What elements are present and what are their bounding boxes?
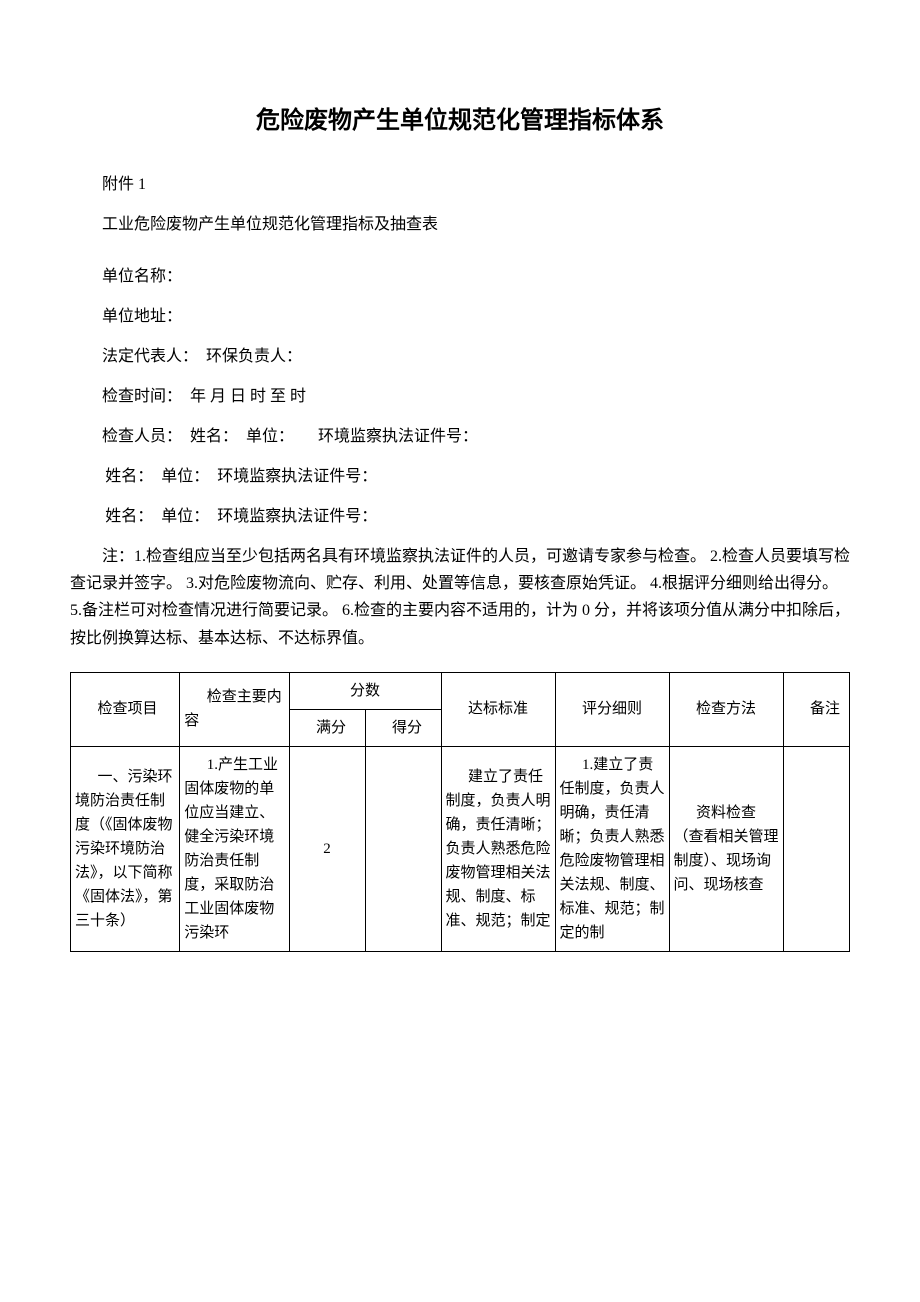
cell-method: 资料检查（查看相关管理制度）、现场询问、现场核查 — [669, 746, 783, 951]
cell-actual-score — [365, 746, 441, 951]
header-rules: 评分细则 — [555, 672, 669, 746]
header-full-score: 满分 — [289, 709, 365, 746]
check-personnel-field: 检查人员： 姓名： 单位： 环境监察执法证件号： — [70, 417, 850, 457]
inspection-table: 检查项目 检查主要内容 分数 达标标准 评分细则 检查方法 备注 满分 得分 一… — [70, 672, 850, 952]
cell-remark — [783, 746, 850, 951]
page-title: 危险废物产生单位规范化管理指标体系 — [70, 100, 850, 135]
header-check-item: 检查项目 — [71, 672, 180, 746]
legal-rep-field: 法定代表人： 环保负责人： — [70, 337, 850, 377]
cell-item: 一、污染环境防治责任制度（《固体废物污染环境防治法》，以下简称《固体法》，第三十… — [71, 746, 180, 951]
header-score: 分数 — [289, 672, 441, 709]
subtitle: 工业危险废物产生单位规范化管理指标及抽查表 — [70, 205, 850, 245]
unit-name-field: 单位名称： — [70, 257, 850, 297]
header-standard: 达标标准 — [441, 672, 555, 746]
table-row: 一、污染环境防治责任制度（《固体废物污染环境防治法》，以下简称《固体法》，第三十… — [71, 746, 850, 951]
table-header-row-1: 检查项目 检查主要内容 分数 达标标准 评分细则 检查方法 备注 — [71, 672, 850, 709]
personnel-line-3: 姓名： 单位： 环境监察执法证件号： — [70, 497, 850, 537]
cell-content: 1.产生工业固体废物的单位应当建立、健全污染环境防治责任制度，采取防治工业固体废… — [180, 746, 289, 951]
attachment-label: 附件 1 — [70, 165, 850, 205]
unit-address-field: 单位地址： — [70, 297, 850, 337]
cell-full-score: 2 — [289, 746, 365, 951]
cell-rules: 1.建立了责任制度，负责人明确，责任清晰；负责人熟悉危险废物管理相关法规、制度、… — [555, 746, 669, 951]
header-remark: 备注 — [783, 672, 850, 746]
cell-standard: 建立了责任制度，负责人明确，责任清晰；负责人熟悉危险废物管理相关法规、制度、标准… — [441, 746, 555, 951]
header-check-content: 检查主要内容 — [180, 672, 289, 746]
personnel-line-2: 姓名： 单位： 环境监察执法证件号： — [70, 457, 850, 497]
check-time-field: 检查时间： 年 月 日 时 至 时 — [70, 377, 850, 417]
note-text: 注：1.检查组应当至少包括两名具有环境监察执法证件的人员，可邀请专家参与检查。 … — [70, 543, 850, 652]
header-method: 检查方法 — [669, 672, 783, 746]
header-actual-score: 得分 — [365, 709, 441, 746]
